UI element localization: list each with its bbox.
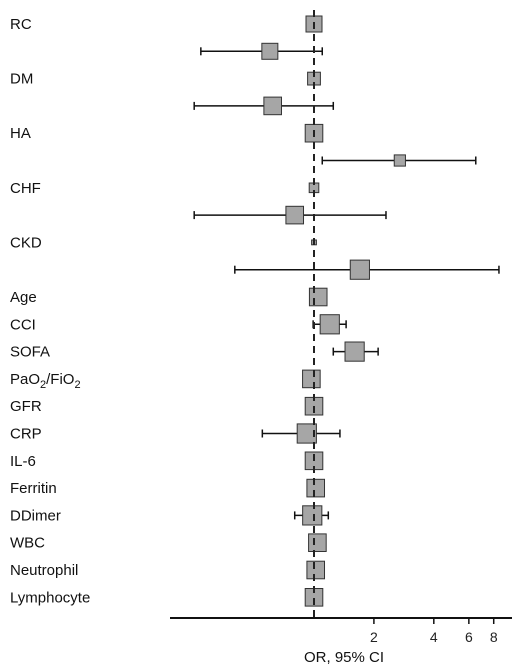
forest-row — [193, 96, 335, 116]
or-marker — [261, 42, 279, 60]
row-label: Age — [10, 289, 37, 306]
x-axis-label: OR, 95% CI — [304, 649, 384, 666]
forest-row: CKD — [10, 234, 317, 251]
row-label: RC — [10, 16, 32, 33]
row-label: SOFA — [10, 344, 50, 361]
forest-row: CRP — [10, 423, 341, 444]
or-marker — [349, 259, 370, 280]
x-tick-label: 4 — [430, 629, 438, 645]
forest-row: DM — [10, 71, 321, 88]
row-label: PaO2/FiO2 — [10, 371, 81, 391]
forest-row — [321, 154, 477, 167]
row-label: CHF — [10, 180, 41, 197]
or-marker — [302, 369, 321, 389]
or-marker — [296, 423, 317, 444]
forest-row: WBC — [10, 533, 327, 553]
x-tick-label: 2 — [370, 629, 378, 645]
forest-row: CCI — [10, 314, 347, 335]
row-label: HA — [10, 125, 31, 142]
x-tick-label: 8 — [490, 629, 498, 645]
forest-row — [193, 205, 387, 225]
row-label: CCI — [10, 316, 36, 333]
forest-row: IL-6 — [10, 451, 324, 471]
row-label: IL-6 — [10, 453, 36, 470]
forest-row: Ferritin — [10, 478, 326, 498]
or-marker — [285, 205, 305, 225]
row-label: Neutrophil — [10, 562, 78, 579]
x-ticks: 2 4 6 8 — [370, 618, 498, 645]
row-label: CKD — [10, 234, 42, 251]
forest-row: PaO2/FiO2 — [10, 369, 321, 391]
row-label: Lymphocyte — [10, 589, 90, 606]
rows-layer: RC DM HA CHF CKD Age CCI SOFA PaO2/FiO2 GFR CRP IL-… — [10, 15, 500, 607]
row-label: GFR — [10, 398, 42, 415]
x-tick-label: 6 — [465, 629, 473, 645]
forest-row: DDimer — [10, 505, 330, 526]
or-marker — [306, 478, 326, 498]
forest-row — [234, 259, 500, 280]
forest-row: CHF — [10, 180, 320, 197]
forest-row: Lymphocyte — [10, 588, 324, 607]
forest-row: Neutrophil — [10, 560, 326, 580]
row-label: Ferritin — [10, 480, 57, 497]
or-marker — [319, 314, 340, 335]
or-marker — [344, 341, 365, 362]
or-marker — [302, 505, 323, 526]
or-marker — [308, 533, 327, 553]
row-label: DM — [10, 71, 33, 88]
or-marker — [263, 96, 282, 116]
row-label: WBC — [10, 535, 45, 552]
row-label: DDimer — [10, 507, 61, 524]
or-marker — [308, 287, 328, 307]
forest-row: Age — [10, 287, 328, 307]
forest-row: HA — [10, 123, 324, 143]
forest-row: RC — [10, 15, 323, 33]
or-marker — [306, 560, 326, 580]
forest-row: GFR — [10, 396, 324, 416]
or-marker — [393, 154, 406, 167]
forest-row — [200, 42, 323, 60]
forest-row: SOFA — [10, 341, 379, 362]
row-label: CRP — [10, 426, 42, 443]
